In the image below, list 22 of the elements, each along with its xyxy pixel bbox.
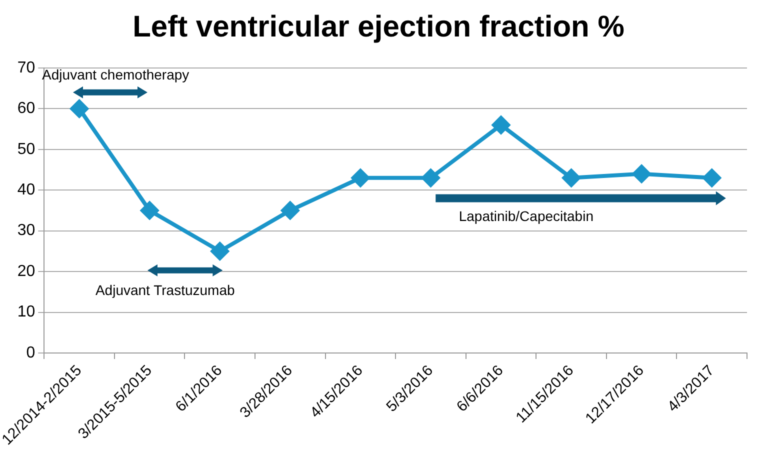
y-tick-label: 70 [17, 59, 36, 76]
point [281, 201, 300, 220]
point [632, 164, 651, 183]
point [492, 116, 510, 134]
annotation: Adjuvant Trastuzumab [95, 282, 235, 298]
y-tick-label: 0 [26, 344, 36, 362]
y-tick-label: 60 [17, 100, 36, 118]
annotation: Lapatinib/Capecitabin [458, 208, 594, 224]
point [562, 168, 580, 187]
y-tick-label: 50 [17, 140, 36, 158]
y-tick-label: 40 [17, 182, 36, 199]
point [422, 168, 440, 187]
annotation: Adjuvant chemotherapy [42, 66, 190, 83]
point [140, 201, 159, 220]
point [351, 168, 370, 187]
y-tick-label: 30 [17, 222, 36, 240]
point [210, 242, 229, 260]
y-tick-label: 20 [17, 262, 36, 280]
chart-title: Left ventricular ejection fraction % [132, 10, 624, 44]
point [70, 100, 88, 118]
point [702, 168, 721, 187]
y-tick-label: 10 [17, 304, 36, 321]
